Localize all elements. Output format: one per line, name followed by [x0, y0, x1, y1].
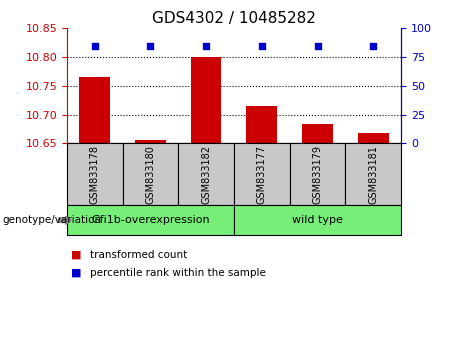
Bar: [135, 141, 165, 143]
Bar: [234, 143, 290, 205]
Point: [314, 43, 321, 48]
Point: [91, 43, 98, 48]
Text: GSM833182: GSM833182: [201, 145, 211, 204]
Bar: [178, 143, 234, 205]
Text: genotype/variation: genotype/variation: [2, 215, 101, 225]
Text: GSM833181: GSM833181: [368, 145, 378, 204]
Point: [147, 43, 154, 48]
Bar: [123, 143, 178, 205]
Text: GSM833179: GSM833179: [313, 145, 323, 204]
Point: [258, 43, 266, 48]
Text: GSM833180: GSM833180: [145, 145, 155, 204]
Bar: [191, 57, 221, 143]
Bar: [79, 77, 110, 143]
Title: GDS4302 / 10485282: GDS4302 / 10485282: [152, 11, 316, 26]
Bar: [234, 205, 401, 235]
Text: Gfi1b-overexpression: Gfi1b-overexpression: [91, 215, 210, 225]
Text: percentile rank within the sample: percentile rank within the sample: [90, 268, 266, 278]
Bar: [358, 133, 389, 143]
Bar: [247, 106, 277, 143]
Point: [370, 43, 377, 48]
Text: GSM833178: GSM833178: [90, 145, 100, 204]
Bar: [67, 143, 123, 205]
Text: GSM833177: GSM833177: [257, 145, 267, 204]
Text: ■: ■: [71, 268, 82, 278]
Bar: [302, 124, 333, 143]
Text: wild type: wild type: [292, 215, 343, 225]
Text: ■: ■: [71, 250, 82, 260]
Bar: [345, 143, 401, 205]
Text: transformed count: transformed count: [90, 250, 187, 260]
Point: [202, 43, 210, 48]
Bar: [290, 143, 345, 205]
Bar: [67, 205, 234, 235]
